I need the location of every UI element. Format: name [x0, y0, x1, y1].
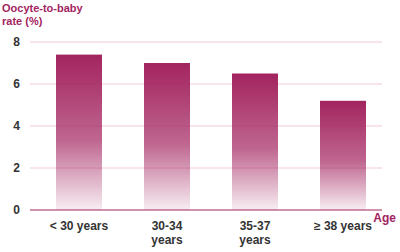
y-tick-label: 2 [13, 161, 20, 175]
x-tick-label-line: ≥ 38 years [314, 219, 372, 233]
y-axis-label-line: rate (%) [2, 15, 43, 27]
bar [56, 55, 102, 210]
bar [144, 63, 190, 210]
y-tick-label: 8 [13, 35, 20, 49]
y-tick-label: 4 [13, 119, 20, 133]
x-tick-label: 30-34years [151, 219, 183, 247]
grid-line [30, 42, 382, 43]
x-tick-label-line: < 30 years [50, 219, 109, 233]
bar [320, 101, 366, 210]
bars [56, 55, 366, 210]
y-axis-label: Oocyte-to-babyrate (%) [2, 2, 84, 27]
x-tick-label: < 30 years [50, 219, 109, 233]
x-axis-line [30, 210, 382, 211]
chart-container: Oocyte-to-babyrate (%) 0 2 4 6 8 < 30 years 30-… [0, 0, 400, 252]
bar [232, 74, 278, 211]
x-axis-label: Age [373, 211, 396, 225]
x-tick-label-line: years [239, 233, 271, 247]
x-tick-label: ≥ 38 years [314, 219, 372, 233]
chart-svg: Oocyte-to-babyrate (%) 0 2 4 6 8 < 30 years 30-… [0, 0, 400, 252]
y-axis-label-line: Oocyte-to-baby [2, 2, 84, 14]
x-tick-label: 35-37years [239, 219, 271, 247]
x-tick-label-line: years [151, 233, 183, 247]
x-tick-label-line: 30-34 [152, 219, 183, 233]
y-tick-label: 0 [13, 203, 20, 217]
y-tick-label: 6 [13, 77, 20, 91]
x-tick-label-line: 35-37 [240, 219, 271, 233]
